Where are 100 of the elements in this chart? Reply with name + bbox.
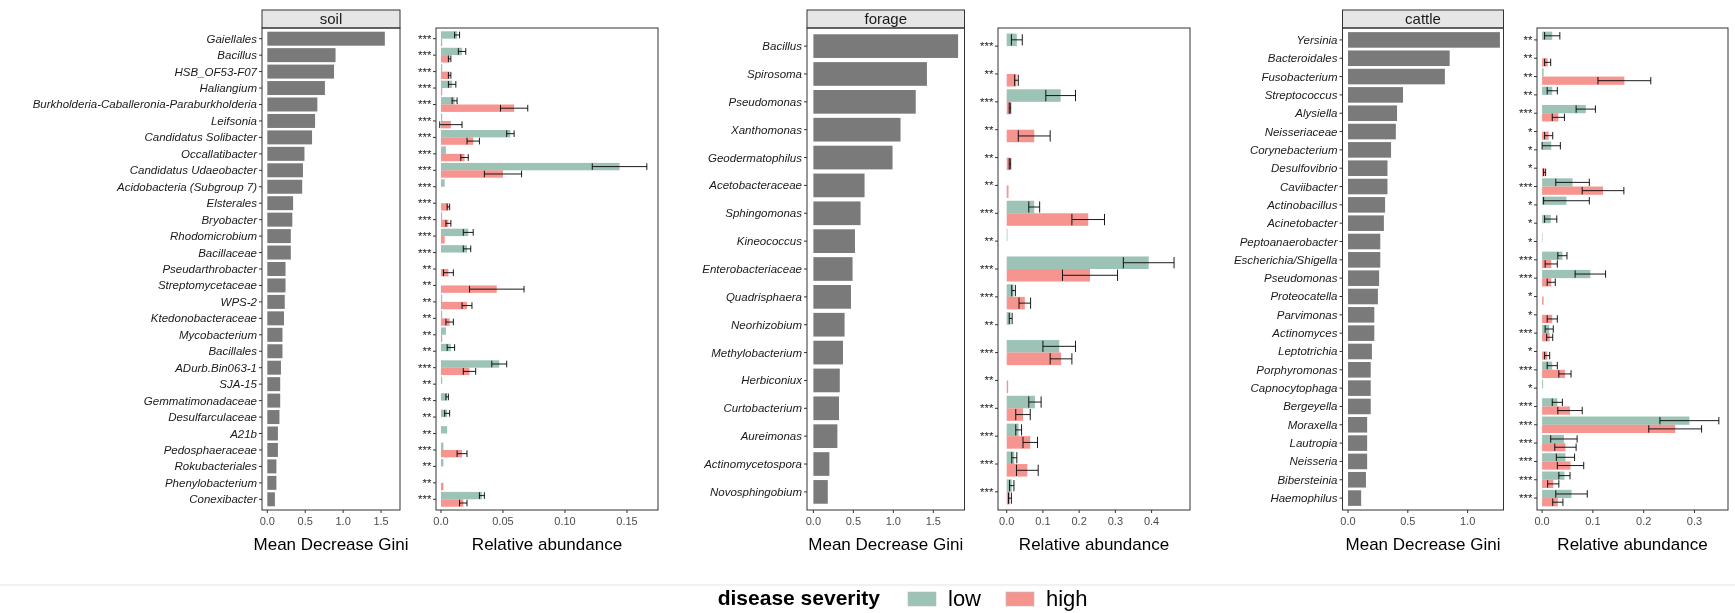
y-tick-label: Capnocytophaga (1250, 382, 1338, 395)
bar (440, 179, 445, 187)
bar (267, 475, 277, 490)
x-tick-label: 1.0 (1459, 515, 1476, 527)
y-tick-label: * (1527, 162, 1533, 175)
y-tick-label: Desulfovibrio (1271, 162, 1339, 175)
bar (1006, 436, 1031, 449)
chart-title: forage (864, 10, 908, 27)
y-tick-label: Enterobacteriaceae (702, 263, 802, 275)
x-tick-label: 0.5 (297, 515, 313, 527)
bar (1348, 398, 1371, 415)
bar (267, 426, 278, 441)
x-tick-label: 0.3 (1686, 515, 1703, 527)
y-tick-label: Bacteroidales (1267, 52, 1338, 65)
bar (1348, 178, 1388, 195)
y-tick-label: Streptomycetaceae (157, 279, 257, 292)
y-tick-label: * (1527, 345, 1533, 358)
bar (440, 31, 458, 39)
chart-title: soil (319, 10, 343, 27)
bar (1542, 498, 1558, 507)
y-tick-label: Gaiellales (206, 32, 258, 45)
y-tick-label: Candidatus Udaeobacter (129, 164, 259, 177)
y-tick-label: *** (417, 32, 432, 45)
bar (440, 104, 515, 112)
bar (267, 492, 275, 507)
y-tick-label: Kineococcus (736, 235, 803, 248)
bar (440, 170, 503, 178)
bar (267, 81, 325, 96)
bar (267, 130, 313, 145)
x-tick-label: 0.0 (999, 515, 1015, 527)
y-tick-label: Rhodomicrobium (170, 230, 258, 243)
y-tick-label: ** (984, 318, 994, 331)
y-tick-label: SJA-15 (219, 378, 258, 391)
bar (1542, 186, 1604, 195)
y-tick-label: WPS-2 (220, 295, 258, 308)
bar (1348, 233, 1381, 250)
bar (1348, 50, 1450, 67)
y-tick-label: Bacillus (217, 49, 258, 62)
x-tick-label: 0.4 (1143, 515, 1160, 527)
y-tick-label: Pseudomonas (728, 95, 803, 108)
y-tick-label: Pedosphaeraceae (163, 443, 257, 456)
x-tick-label: 0.05 (492, 515, 514, 527)
bar (267, 97, 318, 112)
y-tick-label: *** (417, 131, 432, 144)
y-tick-label: Pseudarthrobacter (162, 263, 259, 275)
bar (1006, 256, 1149, 269)
x-axis-title: Relative abundance (1557, 535, 1708, 554)
bar (1542, 398, 1558, 407)
y-tick-label: *** (417, 246, 432, 259)
bar (440, 47, 463, 56)
bar (1348, 197, 1386, 213)
y-tick-label: Pseudomonas (1263, 272, 1338, 285)
bar (813, 480, 828, 504)
y-tick-label: Porphyromonas (1256, 363, 1338, 376)
bar (813, 145, 893, 170)
x-tick-label: 1.5 (925, 515, 941, 527)
y-tick-label: Novosphingobium (709, 485, 803, 498)
y-tick-label: Aureimonas (739, 430, 803, 443)
bar (267, 163, 303, 178)
x-axis-title: Mean Decrease Gini (253, 535, 409, 554)
bar (267, 377, 281, 392)
bar (1348, 252, 1381, 268)
bar (1348, 490, 1362, 506)
bar (813, 89, 916, 114)
y-tick-label: *** (1518, 272, 1533, 285)
bar (267, 393, 281, 408)
y-tick-label: Parvimonas (1276, 308, 1338, 321)
bar (813, 396, 839, 421)
legend-label: high (1046, 586, 1088, 611)
bar (267, 48, 336, 63)
y-tick-label: *** (1518, 418, 1533, 431)
y-tick-label: ** (984, 123, 994, 136)
y-tick-label: Rokubacteriales (174, 460, 258, 473)
y-tick-label: *** (979, 346, 994, 359)
bar (1348, 453, 1368, 470)
y-tick-label: *** (979, 95, 994, 108)
bar (267, 229, 291, 244)
bar (1006, 89, 1061, 102)
y-tick-label: Quadrisphaera (725, 290, 802, 303)
bar (1348, 380, 1371, 396)
bar (813, 285, 851, 309)
y-tick-label: Sphingomonas (725, 207, 803, 220)
bar (813, 34, 959, 58)
bar (1006, 269, 1091, 282)
bar (1348, 435, 1368, 451)
y-tick-label: Lautropia (1289, 437, 1338, 450)
y-tick-label: Haemophilus (1270, 492, 1338, 505)
y-tick-label: Neorhizobium (731, 318, 803, 331)
y-tick-label: Spirosoma (747, 67, 802, 80)
y-tick-label: Acetobacteraceae (708, 179, 802, 192)
bar (440, 129, 511, 138)
y-tick-label: ** (1523, 33, 1533, 46)
y-tick-label: Fusobacterium (1261, 70, 1338, 83)
y-tick-label: *** (1518, 107, 1533, 120)
x-axis-title: Relative abundance (471, 535, 623, 554)
bar (1006, 340, 1060, 353)
bar (440, 285, 497, 293)
y-tick-label: Bacillales (208, 345, 258, 358)
bar (1348, 123, 1396, 140)
x-tick-label: 1.0 (335, 515, 351, 527)
